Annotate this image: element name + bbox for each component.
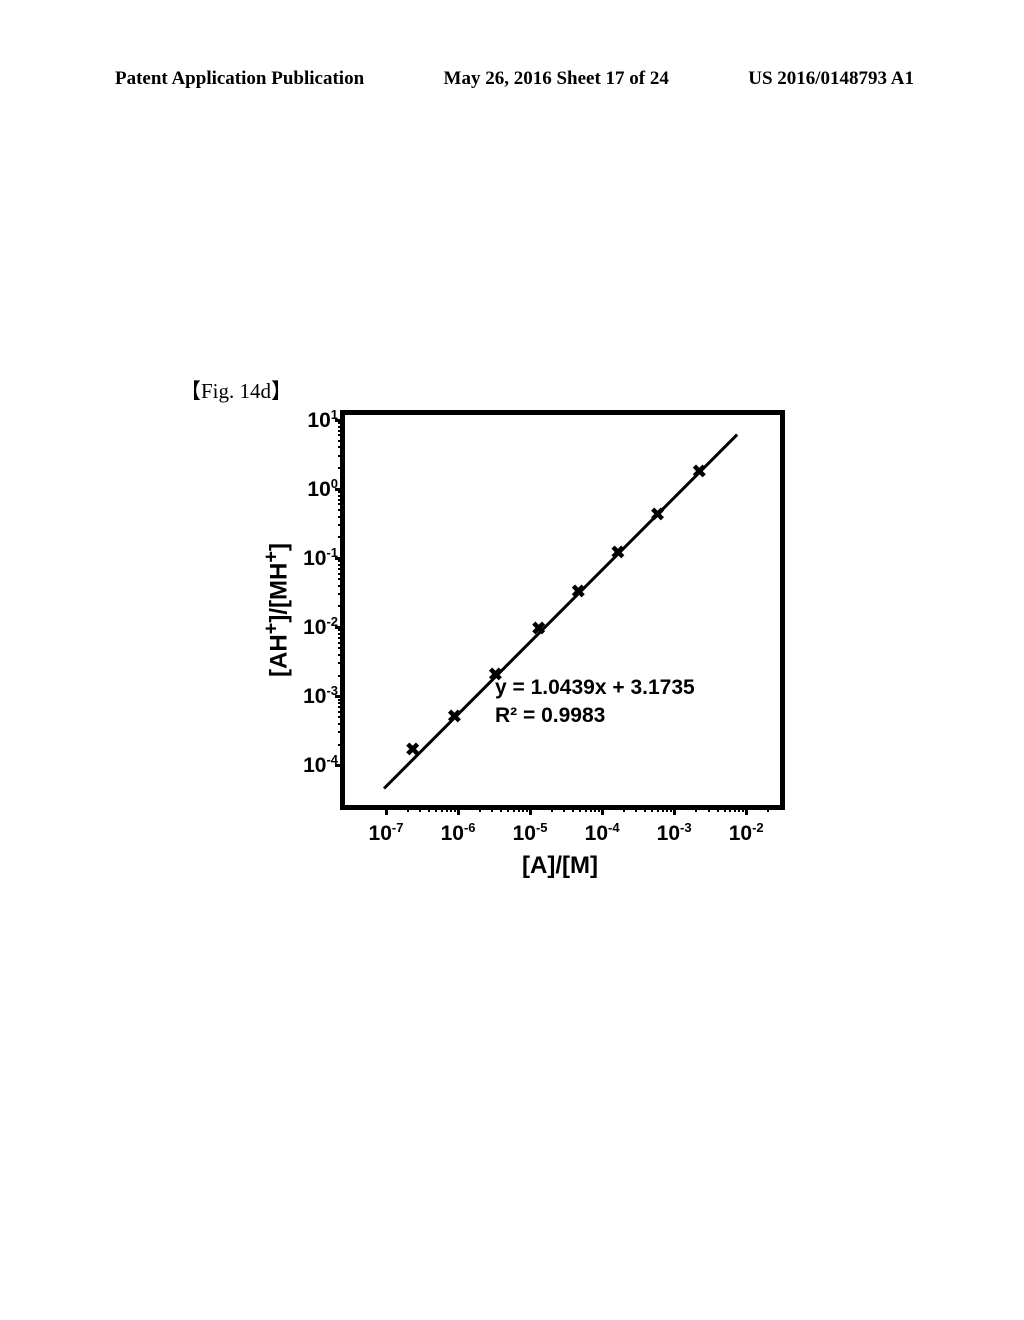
y-tick-label: 10-1 — [303, 545, 338, 571]
y-tick-label: 10-3 — [303, 683, 338, 709]
x-tick — [673, 805, 676, 815]
fit-equation: y = 1.0439x + 3.1735 — [495, 676, 695, 700]
figure-label: 【Fig. 14d】 — [180, 375, 292, 405]
chart-border: ✖✖✖✖✖✖✖✖ — [340, 410, 785, 810]
header-left: Patent Application Publication — [115, 68, 364, 90]
header-right: US 2016/0148793 A1 — [748, 68, 914, 90]
header-center: May 26, 2016 Sheet 17 of 24 — [444, 68, 669, 90]
plot-area: ✖✖✖✖✖✖✖✖ — [350, 420, 775, 800]
x-axis-title: [A]/[M] — [522, 852, 598, 880]
x-tick — [601, 805, 604, 815]
x-tick-label: 10-7 — [369, 820, 404, 846]
x-tick — [529, 805, 532, 815]
x-tick-label: 10-4 — [585, 820, 620, 846]
x-tick — [745, 805, 748, 815]
data-point: ✖ — [531, 618, 546, 639]
x-tick-label: 10-2 — [729, 820, 764, 846]
data-point: ✖ — [571, 582, 586, 603]
y-tick-label: 101 — [307, 407, 338, 433]
y-axis-title: [AH+]/[MH+] — [261, 543, 294, 677]
y-tick-label: 100 — [307, 476, 338, 502]
x-tick — [385, 805, 388, 815]
x-tick-label: 10-3 — [657, 820, 692, 846]
page-header: Patent Application Publication May 26, 2… — [0, 68, 1024, 90]
data-point: ✖ — [405, 739, 420, 760]
x-tick — [457, 805, 460, 815]
x-tick-label: 10-6 — [441, 820, 476, 846]
data-point: ✖ — [692, 461, 707, 482]
data-point: ✖ — [610, 542, 625, 563]
chart-container: ✖✖✖✖✖✖✖✖ [AH+]/[MH+] [A]/[M] 10-410-310-… — [260, 410, 800, 890]
data-point: ✖ — [650, 504, 665, 525]
y-tick-label: 10-4 — [303, 752, 338, 778]
x-tick-label: 10-5 — [513, 820, 548, 846]
fit-line — [383, 434, 738, 790]
y-tick-label: 10-2 — [303, 614, 338, 640]
data-point: ✖ — [447, 706, 462, 727]
fit-r-squared: R² = 0.9983 — [495, 704, 605, 728]
